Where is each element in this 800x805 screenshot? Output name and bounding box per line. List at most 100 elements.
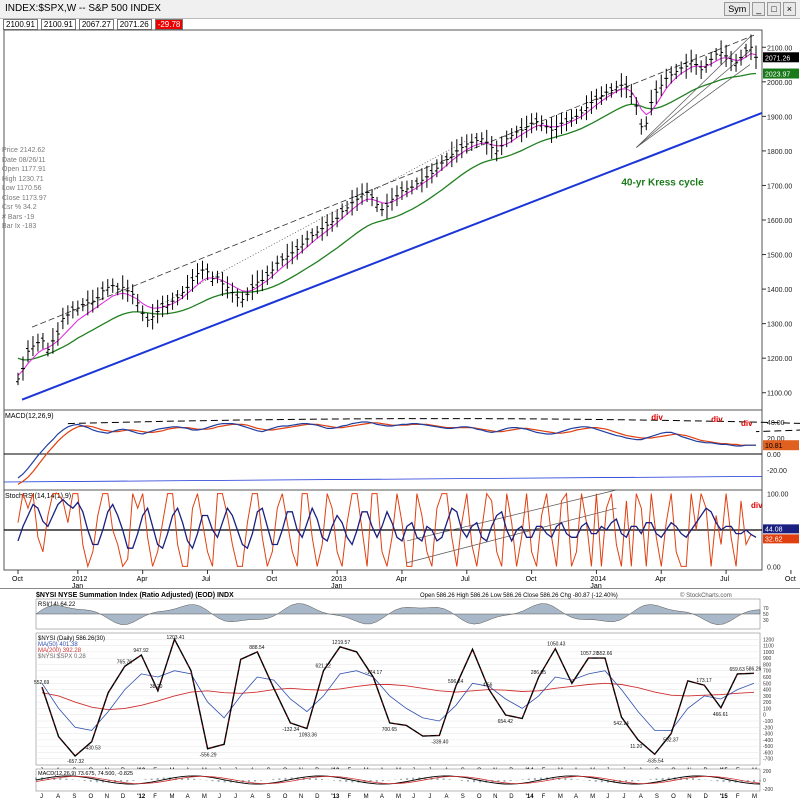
nysi-y-tick-label: 1100 [763, 644, 774, 650]
info-open: Open 1177.91 [2, 166, 46, 173]
macd2-x-tick-label: O [89, 794, 94, 800]
price-y-tick-label: 1700.00 [767, 183, 792, 190]
cursor-info-box: Price 2142.62 Date 08/26/11 Open 1177.91… [2, 146, 47, 232]
nysi-y-tick-label: -600 [763, 750, 773, 756]
macd2-line [35, 775, 761, 785]
stoch-k-tag [763, 524, 799, 534]
nysi-value-label: 1057.20 [580, 651, 598, 657]
nysi-value-label: -174.17 [365, 670, 382, 676]
price-chart: 2100.00 2000.00 1900.00 1800.00 1700.00 1600.… [3, 29, 800, 588]
macd2-x-tick-label: J [234, 794, 237, 800]
macd2-x-tick-label: N [105, 794, 109, 800]
ma-value-tag [763, 68, 799, 79]
macd2-x-tick-label: '14 [525, 794, 534, 800]
resistance-trendline [31, 34, 755, 328]
nysi-y-tick-label: 0 [763, 713, 766, 719]
macd2-x-tick-label: A [250, 794, 254, 800]
macd2-x-tick-label: A [574, 794, 578, 800]
price-y-tick-label: 1300.00 [767, 322, 792, 329]
macd2-x-tick-label: M [590, 794, 595, 800]
macd2-x-tick-label: N [687, 794, 691, 800]
nysi-y-tick-label: 700 [763, 669, 772, 675]
nysi-value-label: 173.17 [696, 678, 712, 684]
nysi-y-tick-label: -100 [763, 719, 773, 725]
stoch-k-line [17, 492, 757, 569]
nysi-value-label: -657.32 [67, 759, 84, 765]
price-y-tick-label: 1100.00 [767, 391, 792, 398]
macd2-x-tick-label: D [315, 794, 320, 800]
nysi-y-tick-label: -700 [763, 757, 773, 763]
macd2-y-tick-label: -200 [763, 787, 773, 793]
nysi-frame [35, 632, 761, 766]
sc-ohlc: Open 586.26 High 586.26 Low 586.26 Close… [420, 593, 618, 599]
nysi-value-label: 1050.43 [547, 642, 565, 648]
maximize-icon[interactable]: □ [767, 2, 781, 16]
x-tick-label: Oct [12, 576, 23, 583]
summation-index-chart: $NYSI NYSE Summation Index (Ratio Adjust… [0, 589, 800, 800]
macd-value-label: 10.81 [765, 443, 783, 450]
nysi-value-label: -4.56 [481, 683, 493, 689]
macd2-x-tick-label: F [736, 794, 740, 800]
macd2-x-tick-label: F [542, 794, 546, 800]
macd-value-tag [763, 440, 799, 451]
nysi-value-label: 621.12 [315, 664, 331, 670]
info-high: High 1230.71 [2, 175, 44, 183]
div-label: div [651, 413, 663, 422]
fan-line-3 [636, 64, 751, 148]
nysi-y-tick-label: 600 [763, 675, 772, 681]
nysi-value-label: 11.20 [630, 744, 642, 750]
rsi-y-tick-label: 30 [763, 618, 769, 624]
dotted-channel-line [157, 140, 467, 307]
sym-button[interactable]: Sym [724, 2, 751, 16]
nysi-value-label: 286.05 [531, 670, 547, 676]
close-icon[interactable]: × [782, 2, 796, 16]
nysi-y-tick-label: -200 [763, 725, 773, 731]
macd2-x-tick-label: F [347, 794, 351, 800]
nysi-y-tick-label: -300 [763, 732, 773, 738]
macd2-x-tick-label: '13 [331, 794, 340, 800]
macd2-x-tick-label: F [153, 794, 157, 800]
macd2-x-tick-label: O [477, 794, 482, 800]
price-y-tick-label: 1600.00 [767, 218, 792, 225]
nysi-y-tick-label: -500 [763, 744, 773, 750]
fan-line-2 [636, 50, 751, 148]
macd2-x-tick-label: M [558, 794, 563, 800]
div-label: div [741, 419, 753, 428]
nysi-value-label: 552.66 [597, 651, 613, 657]
x-tick-label: 2013 [331, 576, 347, 583]
rsi-label: RSI(14) 64.22 [38, 602, 76, 608]
minimize-icon[interactable]: _ [752, 2, 766, 16]
nysi-legend-1: $NYSI (Daily) 586.26(30) [38, 636, 105, 642]
ma-long-line [17, 72, 757, 361]
nysi-value-label: -339.40 [431, 739, 448, 745]
macd2-x-tick-label: J [412, 794, 415, 800]
nysi-value-label: 888.54 [249, 645, 265, 651]
nysi-overlay-line [41, 638, 755, 757]
stoch-d-value: 32.62 [765, 536, 783, 543]
stockcharts-panel: $NYSI NYSE Summation Index (Ratio Adjust… [0, 589, 800, 800]
stoch-y-tick-label: 100.00 [767, 492, 789, 499]
macd-y-tick-label: -20.00 [767, 468, 787, 475]
x-tick-label: 2014 [590, 576, 606, 583]
macd-trendline [3, 476, 763, 483]
macd2-x-tick-label: O [283, 794, 288, 800]
macd-signal-line [17, 422, 756, 485]
fan-line-1 [636, 36, 751, 148]
macd2-x-tick-label: N [493, 794, 497, 800]
price-y-tick-label: 1400.00 [767, 287, 792, 294]
macd2-x-tick-label: S [461, 794, 465, 800]
support-trendline [21, 111, 763, 401]
nysi-value-label: 765.76 [117, 659, 133, 665]
stoch-y-tick-label: 0.00 [767, 564, 781, 571]
macd2-x-tick-label: J [606, 794, 609, 800]
nysi-value-label: 659.63 [729, 667, 745, 673]
x-tick-label: Jul [720, 576, 729, 583]
price-y-tick-label: 1800.00 [767, 149, 792, 156]
nysi-value-label: 654.42 [498, 719, 514, 725]
info-low: Low 1170.56 [2, 185, 42, 192]
macd-y-tick-label: 40.00 [767, 420, 785, 427]
nysi-value-label: -556.29 [200, 753, 217, 759]
nysi-value-label: 466.61 [713, 712, 729, 718]
info-barix: Bar Ix -183 [2, 223, 37, 230]
sc-copyright: © StockCharts.com [680, 592, 732, 599]
